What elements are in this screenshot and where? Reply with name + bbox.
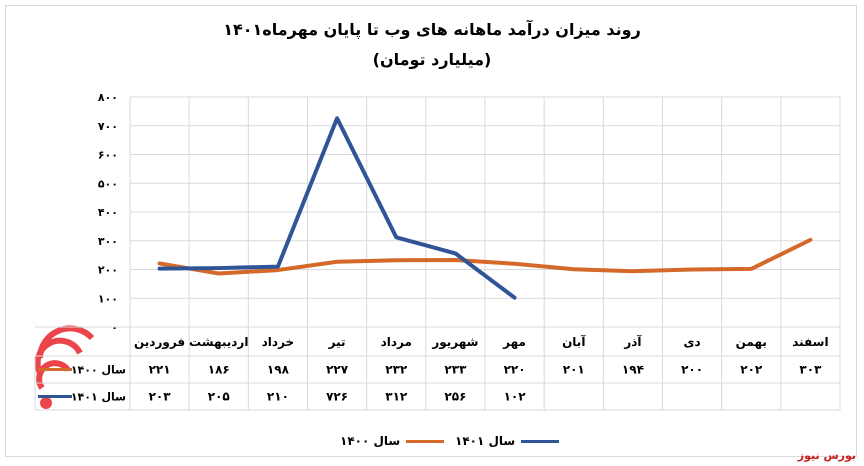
table-value: ۲۰۱ (563, 363, 585, 377)
table-value: ۲۲۱ (149, 363, 171, 377)
y-tick-label: ۲۰۰ (98, 264, 118, 277)
legend-item-1400: سال ۱۴۰۰ (340, 432, 445, 450)
x-tick-label: اسفند (792, 335, 828, 349)
series-line-1401 (157, 116, 517, 300)
chart-subtitle: (میلیارد تومان) (372, 50, 492, 69)
x-tick-label: مهر (502, 335, 526, 349)
table-value: ۲۰۰ (681, 363, 703, 377)
table-value: ۲۲۰ (504, 363, 526, 377)
y-tick-label: ۵۰۰ (98, 177, 118, 190)
x-tick-label: آذر (623, 334, 642, 349)
table-value: ۲۳۳ (444, 363, 467, 377)
table-value: ۳۰۳ (799, 363, 822, 377)
table-value: ۲۳۲ (385, 363, 408, 377)
x-tick-label: مرداد (381, 335, 412, 349)
y-tick-label: ۸۰۰ (98, 91, 118, 104)
x-tick-label: فروردین (134, 335, 185, 350)
x-tick-label: دی (684, 335, 701, 349)
series-line-1400 (157, 237, 813, 276)
table-series-name: سال ۱۴۰۱ (71, 391, 126, 404)
y-tick-label: ۳۰۰ (98, 235, 118, 248)
chart-frame (5, 5, 857, 457)
chart-title: روند میزان درآمد ماهانه های وب تا پایان … (223, 20, 641, 39)
x-tick-label: آبان (562, 334, 586, 349)
y-tick-label: ۴۰۰ (98, 206, 118, 219)
table-value: ۱۹۴ (622, 363, 644, 377)
table-value: ۲۲۷ (326, 363, 349, 377)
table-series-name: سال ۱۴۰۰ (71, 364, 126, 377)
table-value: ۱۹۸ (267, 363, 290, 377)
x-tick-label: بهمن (736, 335, 767, 349)
table-value: ۲۱۰ (267, 390, 289, 404)
y-tick-label: ۱۰۰ (98, 292, 118, 305)
x-tick-label: شهریور (431, 335, 478, 350)
table-value: ۲۰۵ (208, 390, 230, 404)
y-tick-label: ۷۰۰ (98, 120, 118, 133)
legend-label-1401: سال ۱۴۰۱ (455, 434, 516, 448)
x-tick-label: خرداد (262, 335, 295, 349)
table-value: ۳۱۲ (385, 390, 408, 404)
legend-swatch-1401 (521, 439, 560, 443)
x-tick-label: تیر (328, 335, 346, 349)
table-value: ۱۸۶ (208, 363, 230, 377)
brand-label: بورس نیوز (797, 449, 856, 462)
table-value: ۷۲۶ (326, 390, 348, 404)
x-tick-label: اردیبهشت (189, 335, 248, 349)
table-value: ۲۵۶ (444, 390, 466, 404)
y-tick-label: ۶۰۰ (98, 149, 118, 162)
table-value: ۲۰۳ (149, 390, 172, 404)
legend-swatch-1400 (406, 439, 445, 443)
table-value: ۱۰۲ (504, 390, 527, 404)
legend-label-1400: سال ۱۴۰۰ (340, 434, 401, 448)
legend-item-1401: سال ۱۴۰۱ (455, 432, 560, 450)
table-value: ۲۰۲ (740, 363, 763, 377)
bourse-news-logo-watermark (34, 325, 95, 409)
